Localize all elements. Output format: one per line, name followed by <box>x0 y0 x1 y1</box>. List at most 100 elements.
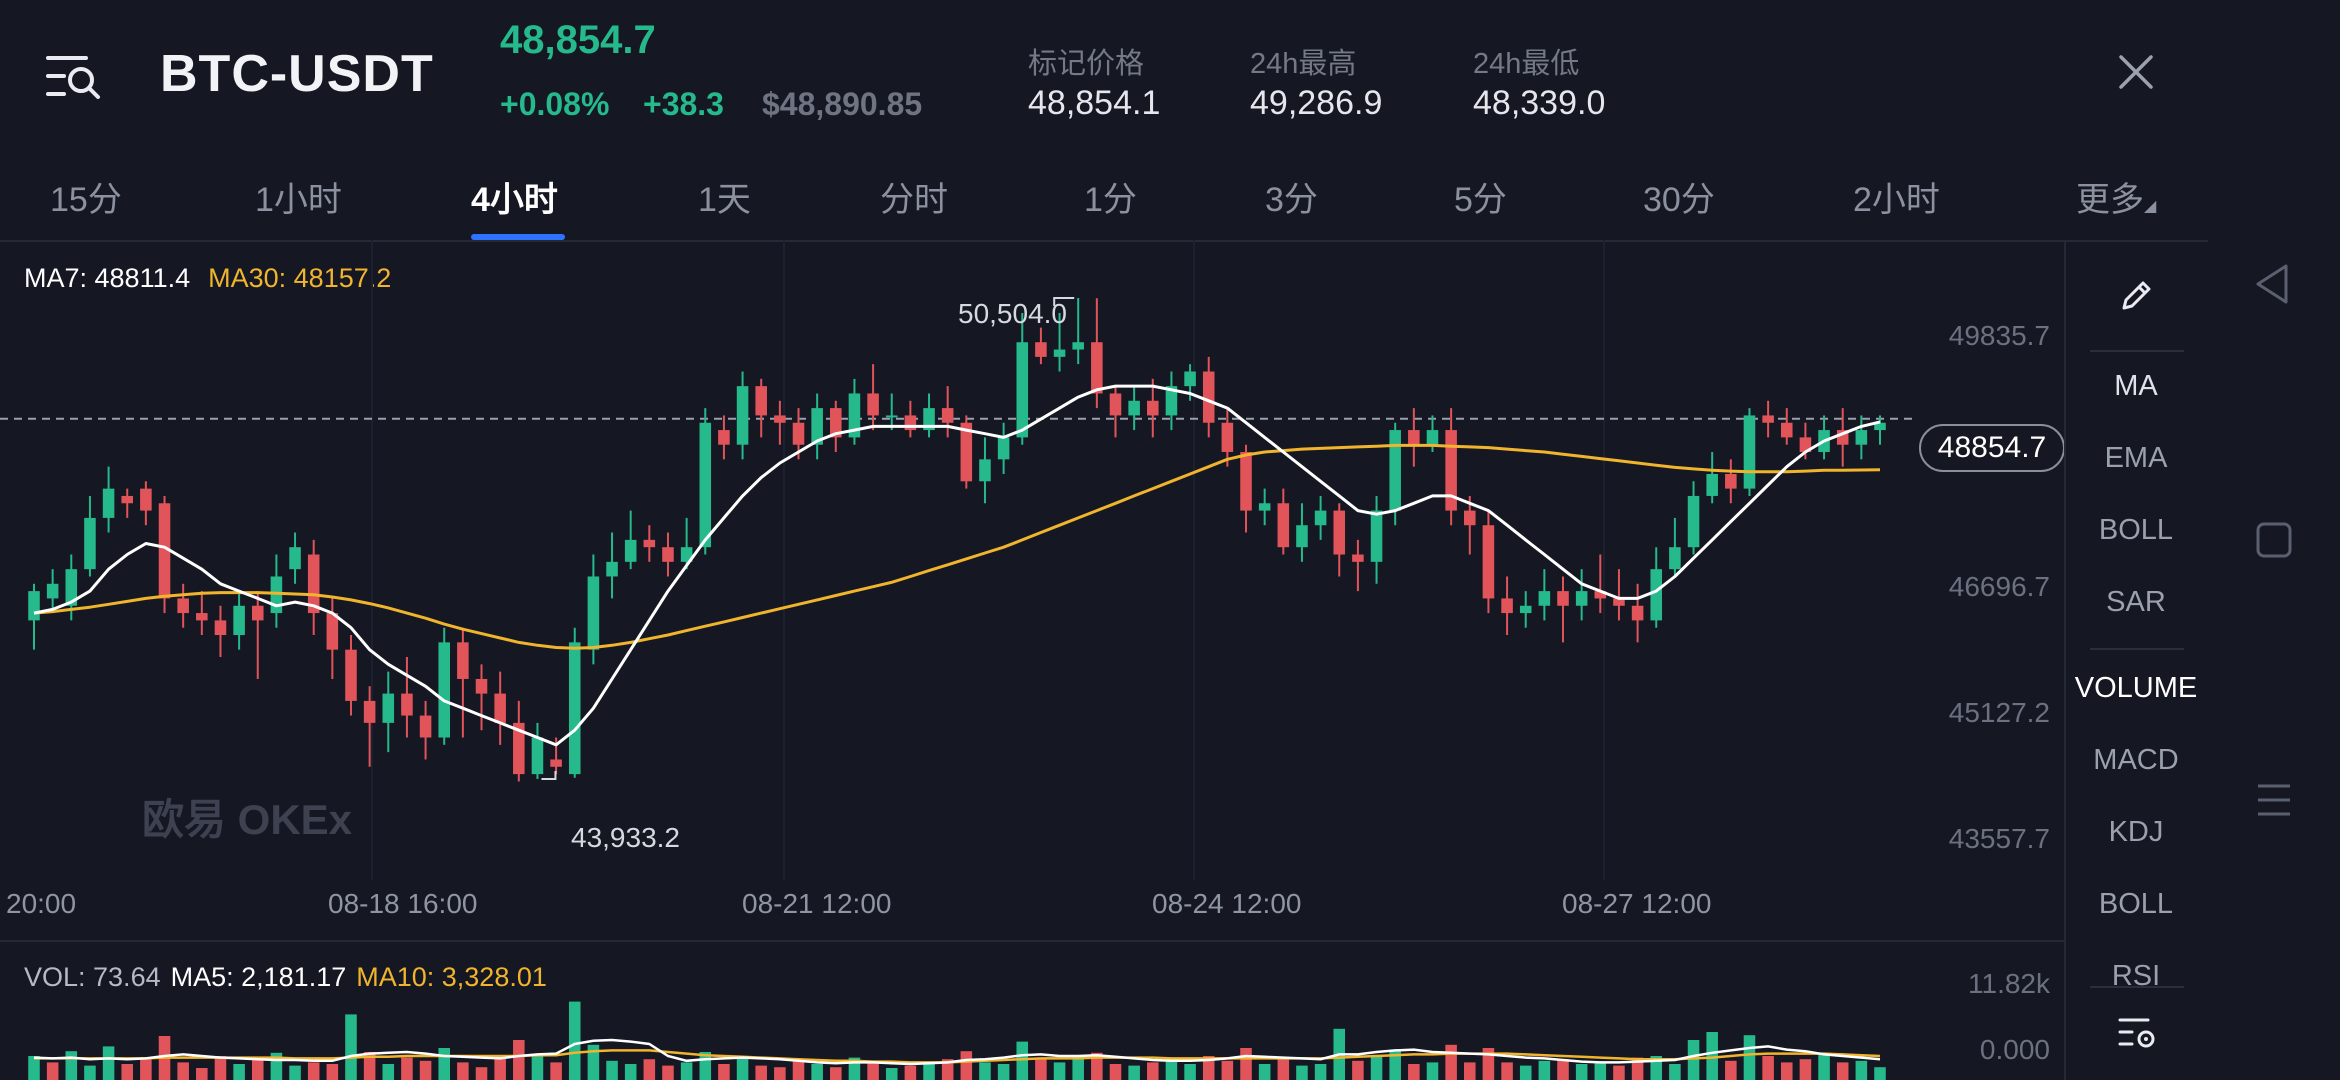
candle-down <box>1762 415 1774 423</box>
volume-bar-up <box>1314 1064 1327 1080</box>
candle-down <box>401 693 413 716</box>
y-tick-43557: 43557.7 <box>1948 823 2050 854</box>
volume-bar-down <box>1408 1064 1420 1080</box>
indicator-rsi[interactable]: RSI <box>2111 960 2161 986</box>
tab-1m[interactable]: 1分 <box>1084 181 1137 219</box>
tab-3m[interactable]: 3分 <box>1265 181 1318 219</box>
volume-bar-up <box>1072 1056 1084 1080</box>
candle-up <box>531 737 544 775</box>
candle-down <box>1109 393 1122 416</box>
candle-up <box>1128 400 1140 416</box>
indicator-boll-main[interactable]: BOLL <box>2098 514 2174 546</box>
candle-up <box>680 547 693 562</box>
volume-bar-down <box>1109 1064 1122 1080</box>
indicator-kdj[interactable]: KDJ <box>2108 816 2164 848</box>
volume-bar-up <box>1128 1065 1140 1080</box>
candle-up <box>606 561 618 577</box>
volume-chart[interactable] <box>0 990 2064 1080</box>
tab-1d[interactable]: 1天 <box>698 181 751 219</box>
candle-down <box>214 620 227 636</box>
tab-4h[interactable]: 4小时 <box>471 181 558 219</box>
candle-down <box>513 722 525 775</box>
pencil-icon[interactable] <box>2116 276 2156 316</box>
x-tick-4: 08-27 12:00 <box>1562 888 1712 919</box>
candle-up <box>1258 503 1271 511</box>
volume-legend: VOL: 73.64 MA5: 2,181.17 MA10: 3,328.01 <box>24 962 557 993</box>
settings-list-icon[interactable] <box>2118 1016 2158 1052</box>
volume-bar-up <box>699 1052 712 1080</box>
candle-up <box>736 386 749 445</box>
tab-timeline[interactable]: 分时 <box>880 181 948 219</box>
ma7-line <box>33 384 1881 747</box>
volume-bar-up <box>84 1065 96 1080</box>
candle-down <box>345 649 357 701</box>
ma-legend: MA7: 48811.4 MA30: 48157.2 <box>24 263 409 294</box>
volume-bar-down <box>643 1059 656 1080</box>
x-tick-0: 20:00 <box>6 888 77 919</box>
candle-up <box>1650 569 1663 621</box>
nav-recents-icon[interactable] <box>2256 782 2292 818</box>
candle-up <box>1053 349 1066 357</box>
high-24h-value: 49,286.9 <box>1250 84 1383 122</box>
active-tab-indicator <box>471 234 565 240</box>
volume-bar-down <box>904 1065 917 1080</box>
candle-down <box>960 422 973 482</box>
tab-30m[interactable]: 30分 <box>1643 181 1715 219</box>
candle-down <box>158 503 171 599</box>
tab-more[interactable]: 更多◢ <box>2076 172 2156 221</box>
volume-bar-up <box>1258 1064 1271 1080</box>
volume-bar-down <box>1613 1065 1625 1080</box>
tab-1h[interactable]: 1小时 <box>255 181 342 219</box>
candle-up <box>587 576 600 650</box>
candle-down <box>867 393 879 416</box>
volume-bar-up <box>1594 1062 1607 1080</box>
change-percent: +0.08% <box>500 86 610 122</box>
menu-search-icon[interactable] <box>46 52 102 102</box>
volume-bar-down <box>307 1062 320 1080</box>
volume-bar-up <box>568 1001 581 1080</box>
tab-15m[interactable]: 15分 <box>50 181 122 219</box>
volume-bar-down <box>251 1059 264 1080</box>
current-price-tag[interactable]: 48854.7 <box>1919 424 2065 472</box>
indicator-ema[interactable]: EMA <box>2104 442 2168 474</box>
candle-up <box>102 488 115 518</box>
volume-bar-up <box>997 1064 1010 1080</box>
nav-home-icon[interactable] <box>2256 522 2292 558</box>
volume-bar-up <box>1874 1067 1886 1080</box>
indicator-ma[interactable]: MA <box>2114 370 2158 402</box>
candle-down <box>307 554 320 614</box>
volume-bar-up <box>1743 1035 1756 1080</box>
candle-up <box>811 408 823 445</box>
indicator-boll-sub[interactable]: BOLL <box>2098 888 2174 920</box>
candle-down <box>1613 598 1625 606</box>
volume-bar-down <box>457 1062 469 1080</box>
candle-up <box>1389 430 1401 511</box>
volume-bar-down <box>1836 1062 1849 1080</box>
candle-up <box>1874 422 1886 431</box>
volume-bar-down <box>1501 1062 1513 1080</box>
candle-up <box>1165 386 1178 416</box>
low-annotation: 43,933.2 <box>571 822 680 853</box>
side-separator <box>2090 986 2184 988</box>
candle-down <box>363 700 376 723</box>
candlestick-chart[interactable] <box>0 240 2064 940</box>
candle-down <box>792 422 805 445</box>
trading-pair-title[interactable]: BTC-USDT <box>160 45 434 103</box>
candle-up <box>1743 415 1756 489</box>
nav-back-icon[interactable] <box>2252 262 2292 306</box>
candle-down <box>1725 473 1737 489</box>
volume-bar-up <box>1389 1049 1401 1080</box>
volume-bar-down <box>1147 1062 1159 1080</box>
volume-bar-down <box>662 1065 674 1080</box>
tab-2h[interactable]: 2小时 <box>1853 181 1940 219</box>
close-icon[interactable] <box>2118 54 2154 90</box>
okex-watermark: 欧易 OKEx <box>142 796 353 843</box>
volume-bar-down <box>960 1051 973 1080</box>
indicator-macd[interactable]: MACD <box>2093 744 2179 776</box>
volume-bar-down <box>401 1057 413 1080</box>
indicator-volume[interactable]: VOLUME <box>2074 672 2198 704</box>
indicator-sar[interactable]: SAR <box>2106 586 2166 618</box>
tab-5m[interactable]: 5分 <box>1454 181 1507 219</box>
volume-bar-down <box>1463 1062 1476 1080</box>
volume-bar-down <box>792 1060 805 1080</box>
